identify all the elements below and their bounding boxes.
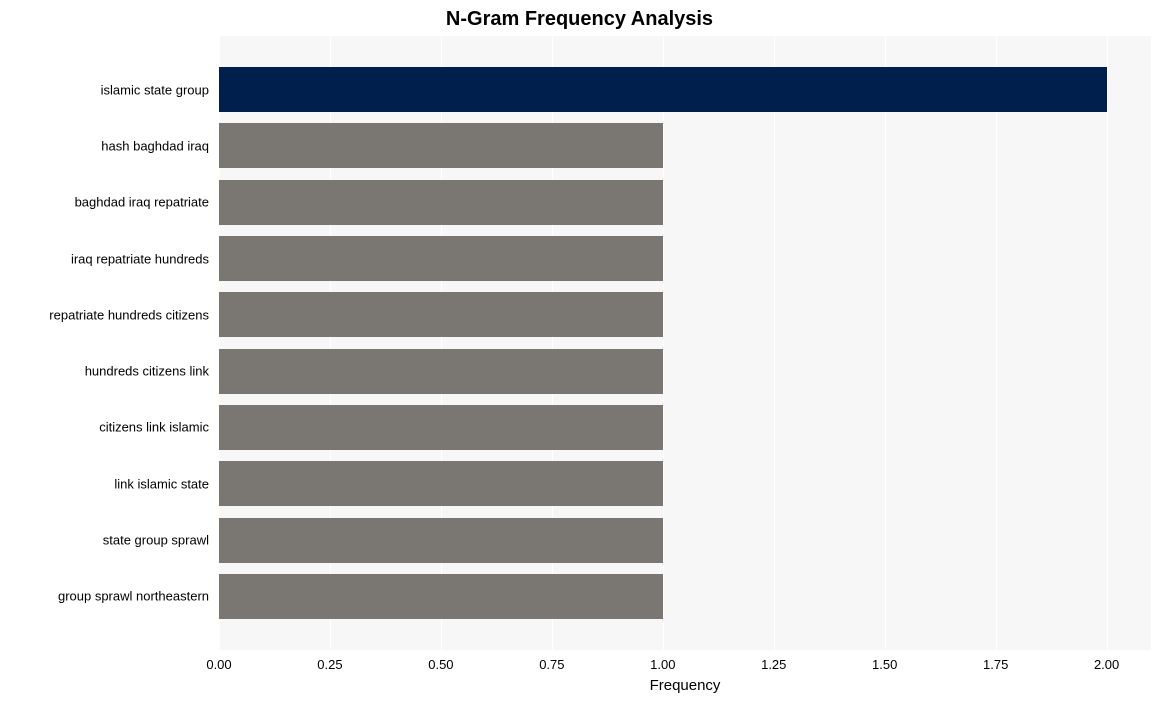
gridline-vertical — [663, 36, 664, 650]
y-tick-label: citizens link islamic — [99, 420, 219, 435]
bar — [219, 518, 663, 563]
x-axis-title: Frequency — [219, 677, 1151, 694]
bar — [219, 123, 663, 168]
bar — [219, 349, 663, 394]
x-tick-label: 1.00 — [650, 657, 675, 672]
y-tick-label: hundreds citizens link — [85, 364, 219, 379]
x-tick-label: 2.00 — [1094, 657, 1119, 672]
y-tick-label: state group sprawl — [103, 533, 219, 548]
bar — [219, 180, 663, 225]
chart-row-band — [219, 625, 1151, 650]
gridline-vertical — [1107, 36, 1108, 650]
gridline-vertical — [774, 36, 775, 650]
x-tick-label: 1.25 — [761, 657, 786, 672]
x-tick-label: 1.50 — [872, 657, 897, 672]
bar — [219, 405, 663, 450]
y-tick-label: islamic state group — [101, 82, 219, 97]
gridline-vertical — [885, 36, 886, 650]
bar — [219, 574, 663, 619]
y-tick-label: baghdad iraq repatriate — [75, 195, 219, 210]
bar — [219, 292, 663, 337]
chart-container: N-Gram Frequency Analysis islamic state … — [0, 0, 1159, 701]
chart-row-band — [219, 36, 1151, 61]
chart-title: N-Gram Frequency Analysis — [0, 8, 1159, 31]
x-tick-label: 0.50 — [428, 657, 453, 672]
y-tick-label: group sprawl northeastern — [58, 589, 219, 604]
chart-row-bg — [219, 625, 1151, 650]
x-tick-label: 0.25 — [317, 657, 342, 672]
y-tick-label: hash baghdad iraq — [101, 138, 219, 153]
x-tick-label: 0.75 — [539, 657, 564, 672]
x-tick-label: 0.00 — [206, 657, 231, 672]
y-tick-label: iraq repatriate hundreds — [71, 251, 219, 266]
y-tick-label: repatriate hundreds citizens — [49, 307, 219, 322]
bar — [219, 236, 663, 281]
gridline-vertical — [996, 36, 997, 650]
bar — [219, 67, 1107, 112]
x-tick-label: 1.75 — [983, 657, 1008, 672]
chart-row-bg — [219, 36, 1151, 61]
plot-area: islamic state grouphash baghdad iraqbagh… — [219, 36, 1151, 650]
y-tick-label: link islamic state — [114, 476, 219, 491]
bar — [219, 461, 663, 506]
